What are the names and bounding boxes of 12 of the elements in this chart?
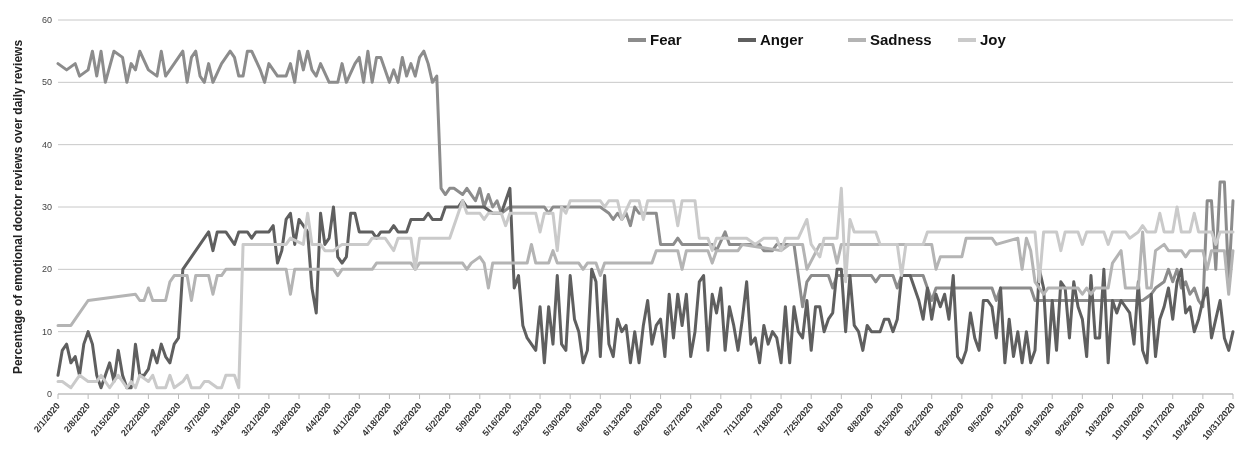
y-tick-label: 40 — [41, 139, 52, 150]
y-tick-label: 60 — [41, 15, 52, 26]
legend-label: Anger — [760, 31, 804, 49]
legend-label: Fear — [650, 31, 682, 49]
y-tick-label: 0 — [46, 389, 52, 400]
y-tick-label: 10 — [41, 326, 52, 337]
legend-label: Joy — [980, 31, 1007, 49]
y-axis-title: Percentage of emotional doctor reviews over daily reviews — [11, 39, 25, 375]
legend-label: Sadness — [870, 31, 932, 49]
y-tick-label: 30 — [41, 202, 52, 213]
y-tick-label: 20 — [41, 264, 52, 275]
y-tick-label: 50 — [41, 77, 52, 88]
